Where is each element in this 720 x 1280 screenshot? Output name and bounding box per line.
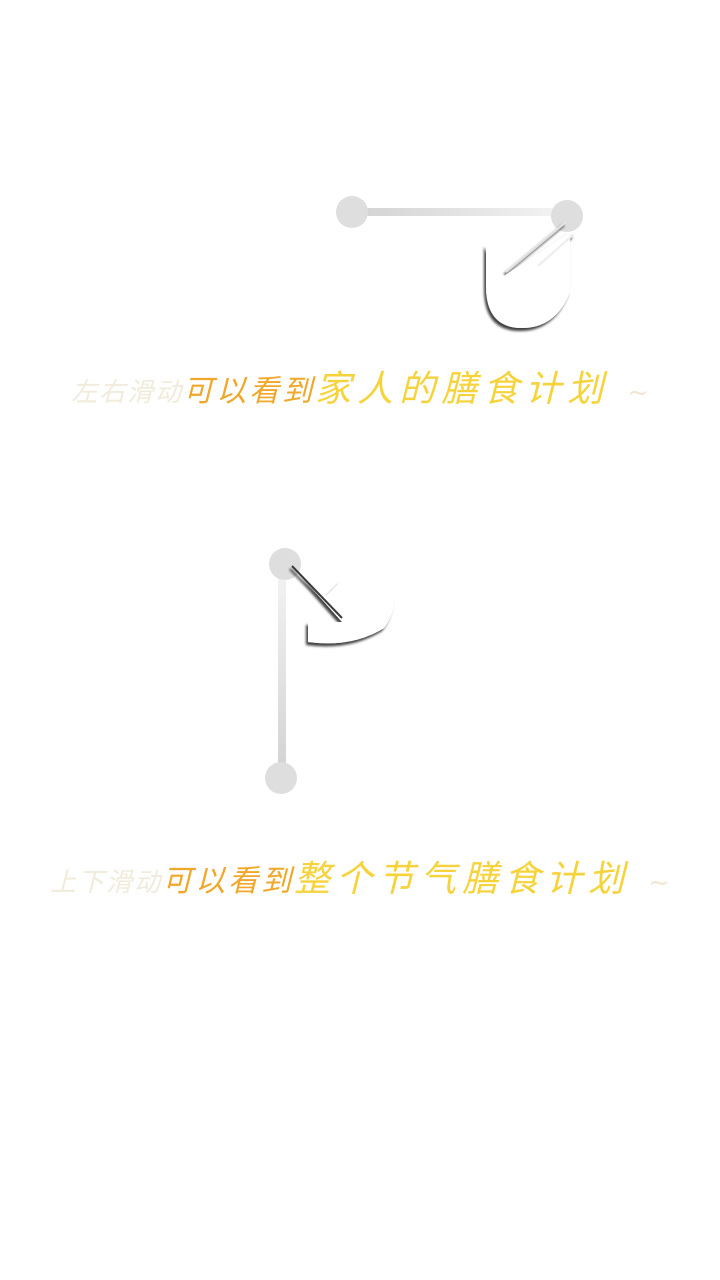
swipe-vertical-indicator bbox=[265, 548, 301, 794]
vertical-start-dot bbox=[269, 548, 301, 580]
hint-lead-text: 可以看到 bbox=[162, 864, 295, 899]
hint-gesture-text: 左右滑动 bbox=[71, 378, 184, 408]
hint-tilde: ~ bbox=[627, 378, 649, 408]
vertical-swipe-hint: 上下滑动可以看到整个节气膳食计划 ~ bbox=[0, 850, 720, 902]
swipe-vertical-hand-icon bbox=[291, 565, 394, 644]
hint-gesture-text: 上下滑动 bbox=[50, 868, 163, 898]
hint-highlight-text: 家人的膳食计划 bbox=[315, 369, 610, 410]
vertical-track bbox=[278, 564, 286, 778]
swipe-horizontal-indicator bbox=[336, 196, 583, 232]
hint-tilde: ~ bbox=[648, 868, 670, 898]
horizontal-start-dot bbox=[336, 196, 368, 228]
swipe-horizontal-hand-icon bbox=[486, 221, 575, 328]
horizontal-end-dot bbox=[551, 200, 583, 232]
horizontal-track bbox=[352, 208, 567, 216]
hint-highlight-text: 整个节气膳食计划 bbox=[294, 859, 631, 900]
horizontal-swipe-hint: 左右滑动可以看到家人的膳食计划 ~ bbox=[0, 360, 720, 412]
hint-lead-text: 可以看到 bbox=[183, 374, 316, 409]
vertical-end-dot bbox=[265, 762, 297, 794]
